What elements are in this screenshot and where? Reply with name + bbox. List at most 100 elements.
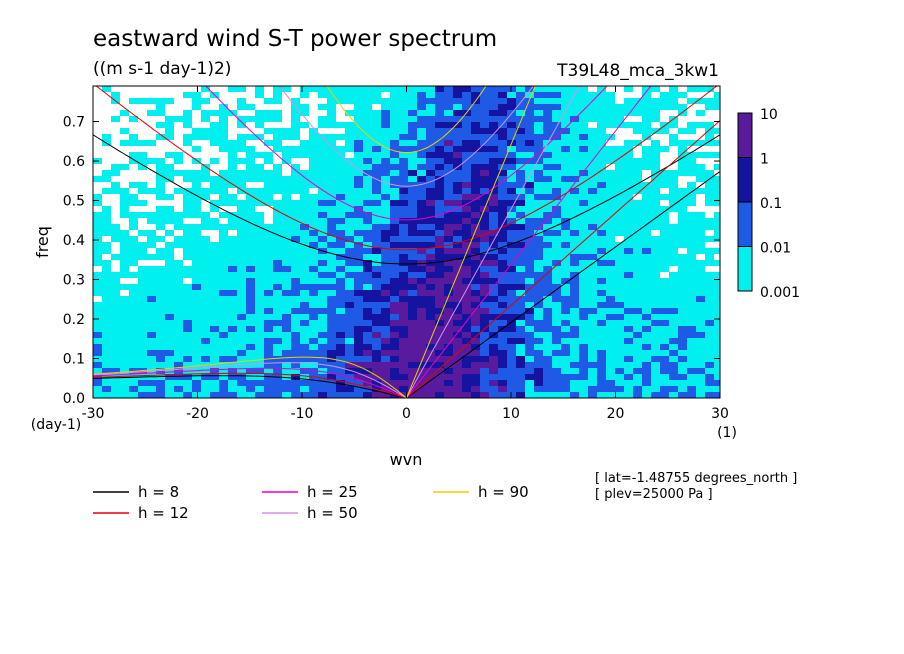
heatmap-cell: [588, 254, 598, 261]
heatmap-cell: [381, 170, 391, 177]
heatmap-cell: [210, 116, 220, 123]
heatmap-cell: [534, 254, 544, 261]
heatmap-cell: [318, 104, 328, 111]
heatmap-cell: [129, 266, 139, 273]
heatmap-cell: [246, 104, 256, 111]
heatmap-cell: [192, 146, 202, 153]
heatmap-cell: [102, 278, 112, 285]
heatmap-cell: [588, 188, 598, 195]
heatmap-cell: [489, 170, 499, 177]
heatmap-cell: [687, 320, 697, 327]
heatmap-cell: [426, 206, 436, 213]
heatmap-cell: [705, 200, 715, 207]
heatmap-cell: [192, 152, 202, 159]
heatmap-cell: [183, 92, 193, 99]
heatmap-cell: [165, 368, 175, 375]
heatmap-cell: [435, 146, 445, 153]
heatmap-cell: [489, 212, 499, 219]
heatmap-cell: [246, 110, 256, 117]
heatmap-cell: [93, 254, 103, 261]
heatmap-cell: [345, 248, 355, 255]
heatmap-cell: [615, 152, 625, 159]
heatmap-cell: [498, 248, 508, 255]
heatmap-cell: [588, 392, 598, 398]
heatmap-cell: [381, 188, 391, 195]
heatmap-cell: [282, 86, 292, 93]
heatmap-cell: [714, 200, 720, 207]
heatmap-cell: [678, 98, 688, 105]
heatmap-cell: [669, 194, 679, 201]
heatmap-cell: [255, 92, 265, 99]
heatmap-cell: [426, 128, 436, 135]
heatmap-cell: [417, 206, 427, 213]
heatmap-cell: [345, 302, 355, 309]
heatmap-cell: [543, 230, 553, 237]
heatmap-cell: [192, 362, 202, 369]
heatmap-cell: [372, 374, 382, 381]
heatmap-cell: [516, 314, 526, 321]
heatmap-cell: [444, 188, 454, 195]
heatmap-cell: [174, 308, 184, 315]
heatmap-cell: [201, 176, 211, 183]
heatmap-cell: [660, 218, 670, 225]
heatmap-cell: [651, 284, 661, 291]
heatmap-cell: [111, 158, 121, 165]
heatmap-cell: [516, 134, 526, 141]
heatmap-cell: [174, 242, 184, 249]
heatmap-cell: [273, 134, 283, 141]
heatmap-cell: [336, 188, 346, 195]
heatmap-cell: [174, 164, 184, 171]
heatmap-cell: [696, 272, 706, 279]
heatmap-cell: [354, 290, 364, 297]
heatmap-cell: [570, 182, 580, 189]
heatmap-cell: [498, 308, 508, 315]
heatmap-cell: [480, 356, 490, 363]
heatmap-cell: [444, 116, 454, 123]
heatmap-cell: [480, 302, 490, 309]
heatmap-cell: [525, 326, 535, 333]
heatmap-cell: [588, 266, 598, 273]
heatmap-cell: [444, 140, 454, 147]
heatmap-cell: [651, 362, 661, 369]
heatmap-cell: [147, 284, 157, 291]
heatmap-cell: [201, 140, 211, 147]
heatmap-cell: [147, 104, 157, 111]
heatmap-cell: [327, 236, 337, 243]
heatmap-cell: [381, 182, 391, 189]
heatmap-cell: [696, 290, 706, 297]
heatmap-cell: [606, 302, 616, 309]
heatmap-cell: [129, 194, 139, 201]
heatmap-cell: [237, 332, 247, 339]
heatmap-cell: [165, 362, 175, 369]
heatmap-cell: [579, 290, 589, 297]
heatmap-cell: [579, 308, 589, 315]
heatmap-cell: [552, 302, 562, 309]
heatmap-cell: [201, 314, 211, 321]
heatmap-cell: [642, 158, 652, 165]
heatmap-cell: [354, 326, 364, 333]
heatmap-cell: [453, 374, 463, 381]
heatmap-cell: [363, 98, 373, 105]
heatmap-cell: [165, 92, 175, 99]
heatmap-cell: [444, 266, 454, 273]
heatmap-cell: [678, 380, 688, 387]
heatmap-cell: [210, 296, 220, 303]
heatmap-cell: [390, 242, 400, 249]
heatmap-cell: [561, 170, 571, 177]
heatmap-cell: [408, 176, 418, 183]
heatmap-cell: [426, 224, 436, 231]
heatmap-cell: [165, 122, 175, 129]
heatmap-cell: [597, 128, 607, 135]
heatmap-cell: [408, 146, 418, 153]
heatmap-cell: [471, 170, 481, 177]
heatmap-cell: [687, 236, 697, 243]
heatmap-cell: [111, 356, 121, 363]
heatmap-cell: [291, 380, 301, 387]
heatmap-cell: [471, 290, 481, 297]
heatmap-cell: [534, 104, 544, 111]
heatmap-cell: [282, 164, 292, 171]
heatmap-cell: [552, 314, 562, 321]
heatmap-cell: [390, 188, 400, 195]
heatmap-cell: [156, 284, 166, 291]
heatmap-cell: [552, 92, 562, 99]
